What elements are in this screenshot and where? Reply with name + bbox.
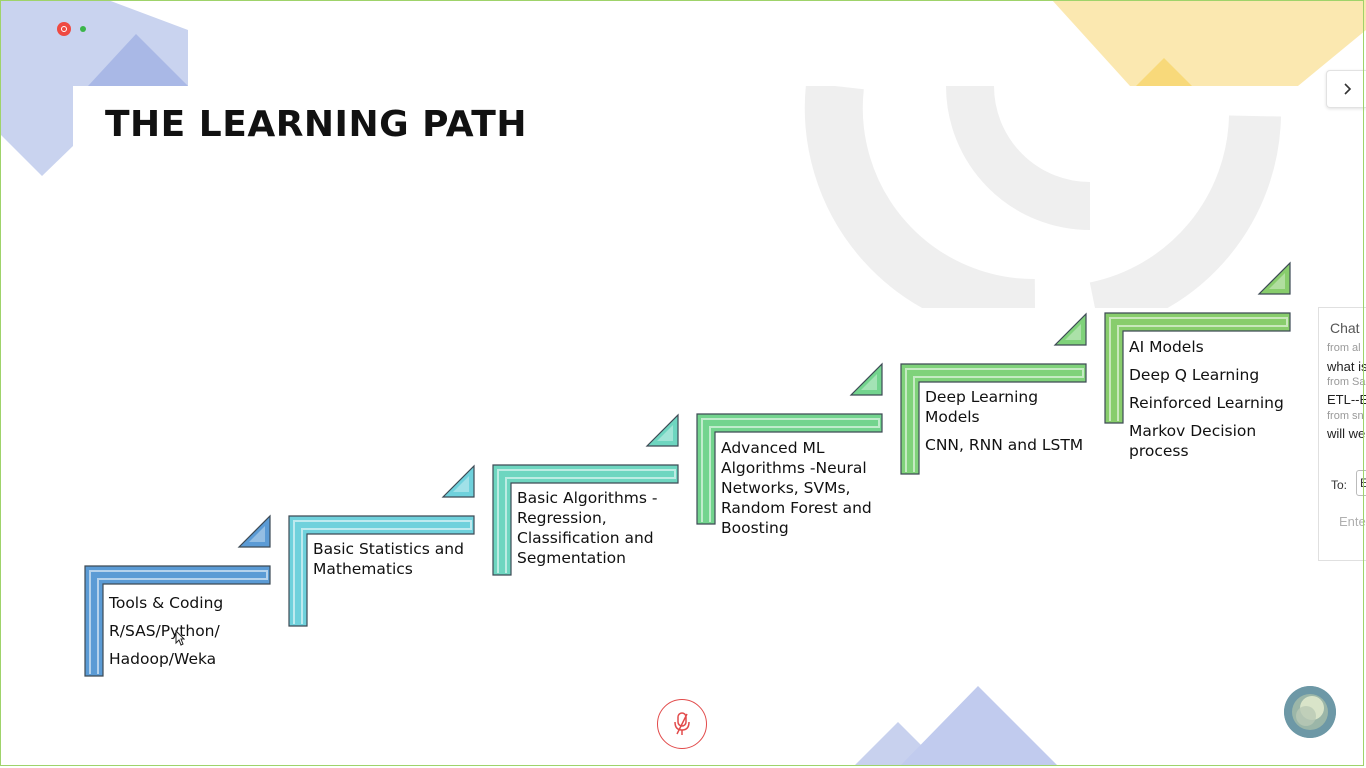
chat-message-text: ETL--E — [1327, 392, 1366, 407]
mouse-pointer-icon — [175, 630, 185, 646]
step-line: CNN, RNN and LSTM — [925, 436, 1084, 454]
step-arrow-marker-highlight — [1269, 273, 1285, 289]
step-bracket-ai-models — [1104, 312, 1291, 424]
step-line: Regression, — [517, 509, 607, 527]
participant-avatar-icon — [1284, 686, 1336, 738]
step-ai-models-text: AI Models Deep Q Learning Reinforced Lea… — [1129, 337, 1284, 461]
chat-to-label: To: — [1331, 478, 1348, 492]
chevron-right-icon — [1343, 83, 1351, 95]
step-line: Basic Algorithms - — [517, 489, 658, 507]
step-line: Boosting — [721, 519, 789, 537]
step-bracket-basic-algos — [492, 464, 679, 576]
slide-title: THE LEARNING PATH — [105, 104, 527, 145]
record-indicator-icon — [57, 22, 71, 36]
step-line: R/SAS/Python/ — [109, 622, 220, 640]
step-arrow-marker — [237, 514, 271, 548]
step-arrow-marker — [645, 413, 679, 447]
step-basic-stats-text: Basic Statistics and Mathematics — [313, 539, 464, 579]
step-line: Deep Learning — [925, 388, 1039, 406]
step-bracket-deep-learning — [900, 363, 1087, 475]
collapse-panel-button[interactable] — [1326, 70, 1366, 108]
step-line: Reinforced Learning — [1129, 394, 1284, 412]
step-arrow-marker-highlight — [1065, 324, 1081, 340]
step-bracket-advanced-ml — [696, 413, 883, 525]
status-dot-icon — [80, 26, 86, 32]
step-line: process — [1129, 442, 1189, 460]
step-line: AI Models — [1129, 338, 1204, 356]
chat-message-text: what is — [1327, 359, 1366, 374]
step-arrow-marker — [1053, 312, 1087, 346]
chat-message-input[interactable]: Ente — [1339, 514, 1366, 529]
chat-message-text: will we — [1327, 426, 1366, 441]
step-line: Mathematics — [313, 560, 413, 578]
step-bracket-basic-stats — [288, 515, 475, 627]
chat-message-sender: from sn — [1327, 410, 1364, 422]
step-arrow-marker — [441, 464, 475, 498]
step-bracket-tools-coding — [84, 565, 271, 677]
watermark-logo — [804, 86, 1281, 308]
step-arrow-marker-highlight — [861, 374, 877, 390]
step-line: Tools & Coding — [109, 594, 224, 612]
microphone-muted-icon — [674, 712, 690, 735]
step-line: Hadoop/Weka — [109, 650, 217, 668]
step-line: Models — [925, 408, 980, 426]
step-line: Networks, SVMs, — [721, 479, 851, 497]
step-line: Deep Q Learning — [1129, 366, 1260, 384]
step-line: Algorithms -Neural — [721, 459, 867, 477]
step-arrow-marker-highlight — [453, 476, 469, 492]
step-advanced-ml-text: Advanced ML Algorithms -Neural Networks,… — [721, 438, 872, 538]
mute-microphone-button[interactable] — [657, 699, 707, 749]
step-arrow-marker-highlight — [249, 526, 265, 542]
participant-avatar-button[interactable] — [1284, 686, 1336, 738]
step-tools-coding-text: Tools & Coding R/SAS/Python/ Hadoop/Weka — [109, 589, 223, 673]
chat-message-sender: from al — [1327, 342, 1361, 354]
step-arrow-marker-highlight — [657, 425, 673, 441]
slide-content-area — [73, 86, 1295, 308]
step-deep-learning-text: Deep Learning Models CNN, RNN and LSTM — [925, 387, 1083, 455]
step-basic-algos-text: Basic Algorithms - Regression, Classific… — [517, 488, 657, 568]
chat-recipient-select[interactable]: E — [1356, 470, 1366, 496]
step-line: Advanced ML — [721, 439, 825, 457]
chat-title: Chat — [1330, 320, 1360, 336]
step-line: Markov Decision — [1129, 422, 1257, 440]
step-line: Segmentation — [517, 549, 626, 567]
step-line: Classification and — [517, 529, 654, 547]
step-line: Basic Statistics and — [313, 540, 464, 558]
chat-panel: Chat from al what is from Sa ETL--E from… — [1318, 307, 1366, 561]
step-arrow-marker — [849, 362, 883, 396]
step-arrow-marker — [1257, 261, 1291, 295]
step-line: Random Forest and — [721, 499, 872, 517]
chat-message-sender: from Sa — [1327, 376, 1366, 388]
